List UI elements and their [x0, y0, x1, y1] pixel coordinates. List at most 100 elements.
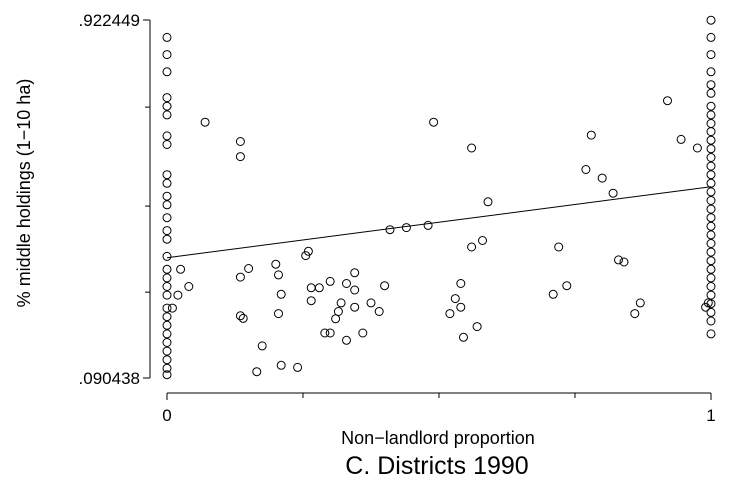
data-point [293, 362, 303, 372]
data-point [162, 178, 172, 188]
data-point [162, 200, 172, 210]
data-point [162, 329, 172, 339]
data-point [630, 309, 640, 319]
fit-line-group [166, 186, 712, 259]
y-axis-title: % middle holdings (1−10 ha) [14, 79, 34, 308]
data-point [374, 307, 384, 316]
data-point [162, 101, 172, 111]
data-point [235, 311, 245, 321]
data-point [162, 282, 172, 291]
data-point [162, 226, 172, 236]
data-point [306, 296, 316, 306]
data-point [483, 197, 493, 207]
data-point [162, 370, 172, 380]
data-point [706, 196, 716, 205]
data-point [706, 50, 716, 60]
data-point [306, 283, 316, 293]
data-point [706, 290, 716, 300]
data-point [162, 234, 172, 244]
data-point [162, 251, 172, 261]
data-point [706, 67, 716, 77]
data-point [459, 332, 468, 342]
data-point [162, 170, 172, 180]
data-point [358, 328, 368, 338]
data-point [336, 298, 346, 308]
data-point [276, 360, 286, 370]
data-point [706, 239, 716, 248]
data-point [429, 117, 439, 127]
data-point [401, 223, 411, 233]
data-point [235, 152, 245, 162]
data-point [706, 329, 716, 339]
data-point [467, 143, 477, 153]
data-point [366, 298, 376, 308]
plot-axes [143, 19, 712, 400]
data-point [271, 259, 281, 269]
data-point [608, 188, 618, 198]
data-point [333, 307, 343, 316]
data-point [252, 367, 262, 377]
data-point [162, 50, 172, 60]
data-point [692, 143, 702, 153]
data-point [423, 220, 433, 230]
data-point [706, 256, 716, 266]
data-point [706, 264, 716, 274]
data-point [257, 341, 267, 351]
data-point [706, 144, 716, 154]
data-point [581, 165, 591, 174]
data-point [350, 285, 360, 295]
data-point [554, 242, 564, 252]
data-point [706, 80, 716, 90]
x-axis-title: Non−landlord proportion [341, 428, 535, 448]
data-point [350, 268, 360, 278]
data-point [162, 320, 172, 330]
data-point [235, 137, 245, 146]
x-tick-label-left: 0 [162, 406, 171, 425]
data-point [450, 294, 460, 304]
data-point [173, 290, 183, 300]
data-point [706, 88, 716, 98]
data-point [706, 119, 716, 128]
data-point [276, 289, 286, 299]
data-point [162, 264, 172, 274]
data-point [456, 279, 466, 288]
data-point [274, 270, 283, 280]
y-tick-label-bottom: .090438 [79, 369, 140, 388]
data-point [635, 298, 645, 308]
data-point [706, 204, 716, 214]
data-point [325, 328, 335, 338]
data-point [200, 117, 210, 127]
y-tick-label-top: .922449 [79, 11, 140, 30]
data-point [706, 135, 716, 145]
data-point [706, 187, 716, 197]
data-point [303, 246, 313, 256]
data-point [706, 230, 716, 240]
data-point [235, 272, 245, 282]
data-point [706, 32, 716, 42]
data-point [380, 281, 390, 291]
data-point [676, 134, 686, 144]
data-point [586, 130, 596, 140]
data-point [706, 247, 716, 257]
data-point [445, 309, 455, 319]
chart-title: C. Districts 1990 [345, 452, 528, 480]
data-point [706, 170, 716, 180]
data-point [162, 32, 172, 42]
data-point [162, 312, 172, 322]
data-point [162, 110, 172, 120]
data-point [238, 313, 248, 323]
data-point [472, 322, 482, 332]
data-point [325, 276, 335, 286]
data-point [162, 338, 172, 347]
data-point [706, 101, 716, 111]
data-point [167, 303, 177, 313]
data-point [706, 316, 716, 326]
data-point [162, 67, 172, 77]
data-point [597, 173, 607, 183]
data-point [706, 153, 716, 162]
data-point [703, 298, 713, 308]
data-point [663, 96, 672, 106]
data-point [548, 289, 558, 299]
data-point [244, 264, 254, 273]
data-point [162, 355, 172, 365]
